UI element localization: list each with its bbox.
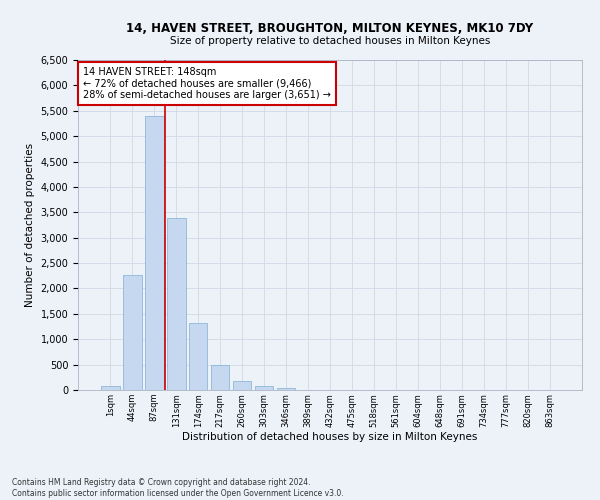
Bar <box>255 386 274 390</box>
Text: 14, HAVEN STREET, BROUGHTON, MILTON KEYNES, MK10 7DY: 14, HAVEN STREET, BROUGHTON, MILTON KEYN… <box>127 22 533 36</box>
Text: Contains HM Land Registry data © Crown copyright and database right 2024.
Contai: Contains HM Land Registry data © Crown c… <box>12 478 344 498</box>
Bar <box>145 116 164 390</box>
Bar <box>233 380 251 390</box>
Bar <box>101 386 119 390</box>
Y-axis label: Number of detached properties: Number of detached properties <box>25 143 35 307</box>
Bar <box>189 324 208 390</box>
Bar <box>211 365 229 390</box>
Bar <box>167 218 185 390</box>
Text: Size of property relative to detached houses in Milton Keynes: Size of property relative to detached ho… <box>170 36 490 46</box>
Bar <box>123 275 142 390</box>
Text: 14 HAVEN STREET: 148sqm
← 72% of detached houses are smaller (9,466)
28% of semi: 14 HAVEN STREET: 148sqm ← 72% of detache… <box>83 66 331 100</box>
Bar <box>277 388 295 390</box>
X-axis label: Distribution of detached houses by size in Milton Keynes: Distribution of detached houses by size … <box>182 432 478 442</box>
